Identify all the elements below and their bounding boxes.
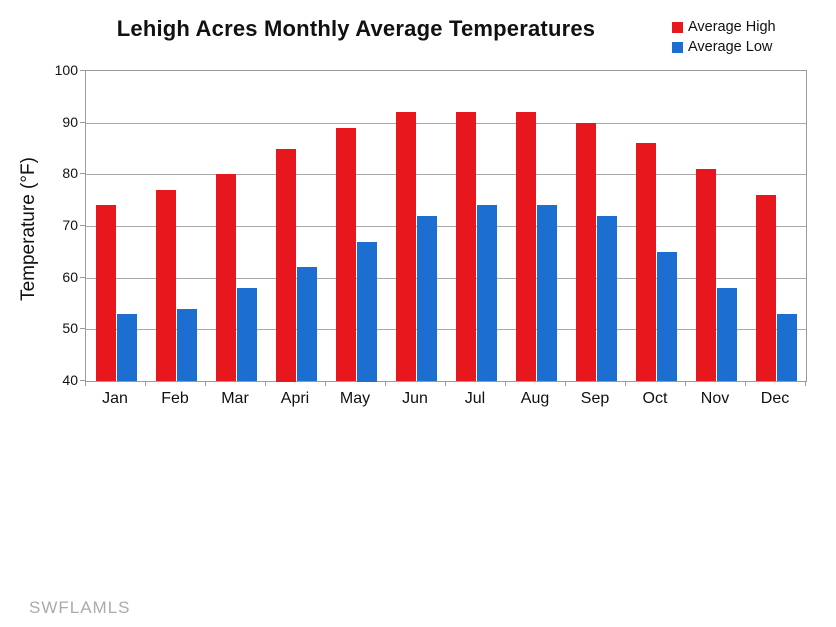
- legend-swatch-average-high: [672, 21, 683, 33]
- x-axis-label-jan: Jan: [102, 390, 128, 407]
- x-axis-tick-5: [385, 382, 386, 386]
- bar-average-low-oct: [657, 252, 677, 381]
- gridline-60: [86, 278, 806, 279]
- bar-average-high-feb: [156, 190, 176, 381]
- chart-title: Lehigh Acres Monthly Average Temperature…: [116, 16, 596, 41]
- y-axis-tick-label-70: 70: [62, 217, 78, 233]
- legend-item-average-high: Average High: [672, 17, 776, 37]
- x-axis-label-mar: Mar: [221, 390, 249, 407]
- bar-average-low-jul: [477, 205, 497, 381]
- y-axis-tick-90: [80, 122, 85, 123]
- y-axis-tick-label-80: 80: [62, 165, 78, 181]
- x-axis-tick-6: [445, 382, 446, 386]
- x-axis-tick-1: [145, 382, 146, 386]
- bar-average-low-sep: [597, 216, 617, 381]
- y-axis-tick-70: [80, 225, 85, 226]
- x-axis-tick-2: [205, 382, 206, 386]
- watermark: SWFLAMLS: [29, 598, 131, 617]
- y-axis-tick-50: [80, 328, 85, 329]
- x-axis-tick-4: [325, 382, 326, 386]
- bar-average-low-dec: [777, 314, 797, 381]
- legend-label-average-low: Average Low: [688, 39, 773, 55]
- y-axis-tick-100: [80, 70, 85, 71]
- legend: Average High Average Low: [672, 17, 776, 57]
- bar-average-low-jun: [417, 216, 437, 381]
- gridline-80: [86, 174, 806, 175]
- plot-area: [85, 70, 807, 382]
- bar-average-low-nov: [717, 288, 737, 381]
- bar-average-high-jan: [96, 205, 116, 381]
- bar-average-high-apri: [276, 149, 296, 382]
- y-axis-tick-label-60: 60: [62, 269, 78, 285]
- y-axis-tick-40: [80, 380, 85, 381]
- y-axis-tick-label-90: 90: [62, 114, 78, 130]
- x-axis-tick-10: [685, 382, 686, 386]
- x-axis-label-aug: Aug: [520, 390, 550, 407]
- x-axis-label-jun: Jun: [402, 390, 428, 407]
- x-axis-label-may: May: [339, 390, 371, 407]
- x-axis-tick-3: [265, 382, 266, 386]
- legend-item-average-low: Average Low: [672, 37, 776, 57]
- bar-average-high-jul: [456, 112, 476, 381]
- y-axis-tick-label-40: 40: [62, 372, 78, 388]
- y-axis-tick-80: [80, 173, 85, 174]
- bar-average-low-mar: [237, 288, 257, 381]
- bar-average-low-feb: [177, 309, 197, 381]
- x-axis-tick-9: [625, 382, 626, 386]
- y-axis-tick-60: [80, 277, 85, 278]
- bar-average-low-aug: [537, 205, 557, 381]
- x-axis-tick-11: [745, 382, 746, 386]
- bar-average-high-nov: [696, 169, 716, 381]
- x-axis-tick-8: [565, 382, 566, 386]
- legend-swatch-average-low: [672, 41, 683, 53]
- x-axis-tick-7: [505, 382, 506, 386]
- x-axis-label-dec: Dec: [760, 390, 790, 407]
- x-axis-tick-0: [85, 382, 86, 386]
- y-axis-tick-label-50: 50: [62, 320, 78, 336]
- bar-average-high-oct: [636, 143, 656, 381]
- x-axis-label-apri: Apri: [280, 390, 310, 407]
- bar-average-high-jun: [396, 112, 416, 381]
- legend-label-average-high: Average High: [688, 19, 776, 35]
- gridline-90: [86, 123, 806, 124]
- x-axis-label-jul: Jul: [464, 390, 486, 407]
- x-axis-label-nov: Nov: [700, 390, 730, 407]
- x-axis-tick-12: [805, 382, 806, 386]
- bar-average-low-apri: [297, 267, 317, 381]
- y-axis-tick-label-100: 100: [54, 62, 78, 78]
- bar-average-high-dec: [756, 195, 776, 381]
- gridline-50: [86, 329, 806, 330]
- bar-average-low-jan: [117, 314, 137, 381]
- bar-average-high-may: [336, 128, 356, 381]
- bar-average-high-sep: [576, 123, 596, 381]
- bar-average-high-mar: [216, 174, 236, 381]
- bar-average-low-may: [357, 242, 377, 382]
- x-axis-label-sep: Sep: [580, 390, 610, 407]
- bar-average-high-aug: [516, 112, 536, 381]
- x-axis-label-feb: Feb: [161, 390, 189, 407]
- x-axis-label-oct: Oct: [642, 390, 668, 407]
- gridline-70: [86, 226, 806, 227]
